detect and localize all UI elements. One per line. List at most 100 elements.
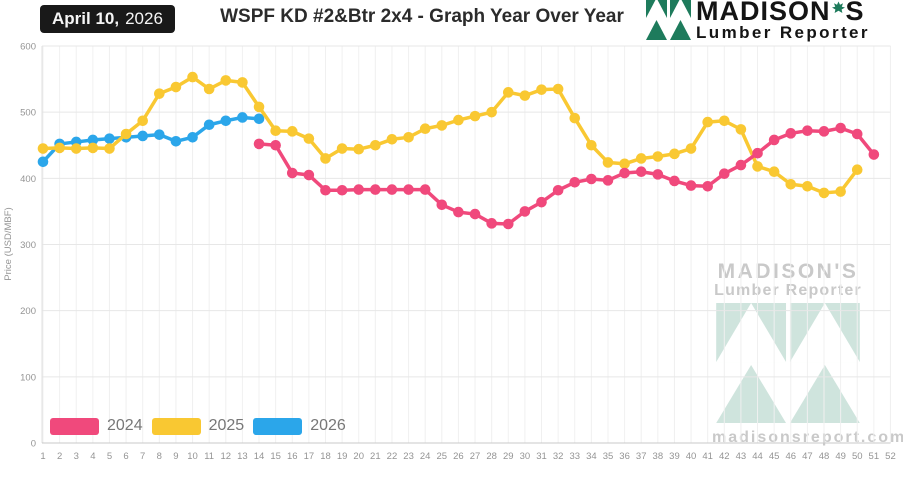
series-point-2025[interactable] bbox=[752, 161, 763, 172]
series-point-2025[interactable] bbox=[419, 123, 431, 135]
series-point-2024[interactable] bbox=[502, 218, 514, 230]
series-point-2025[interactable] bbox=[802, 180, 813, 192]
series-point-2025[interactable] bbox=[353, 143, 365, 155]
series-point-2025[interactable] bbox=[835, 186, 846, 197]
series-point-2025[interactable] bbox=[154, 88, 165, 99]
series-point-2024[interactable] bbox=[835, 122, 846, 134]
series-point-2025[interactable] bbox=[286, 126, 298, 137]
series-point-2025[interactable] bbox=[120, 128, 132, 140]
series-point-2025[interactable] bbox=[669, 148, 680, 160]
series-point-2025[interactable] bbox=[685, 143, 697, 154]
series-point-2024[interactable] bbox=[851, 128, 863, 140]
series-point-2024[interactable] bbox=[536, 196, 547, 208]
series-point-2025[interactable] bbox=[602, 157, 614, 168]
series-point-2025[interactable] bbox=[270, 125, 281, 136]
legend-swatch-2026[interactable] bbox=[253, 417, 303, 435]
series-point-2026[interactable] bbox=[104, 133, 115, 144]
series-point-2024[interactable] bbox=[336, 184, 348, 196]
series-point-2024[interactable] bbox=[802, 125, 813, 136]
series-point-2025[interactable] bbox=[37, 143, 49, 154]
series-point-2025[interactable] bbox=[253, 101, 265, 113]
series-point-2025[interactable] bbox=[735, 124, 747, 135]
series-point-2025[interactable] bbox=[486, 106, 497, 118]
series-point-2025[interactable] bbox=[170, 81, 182, 93]
series-point-2024[interactable] bbox=[702, 180, 713, 192]
series-point-2026[interactable] bbox=[203, 119, 215, 131]
series-point-2024[interactable] bbox=[453, 206, 464, 218]
series-point-2025[interactable] bbox=[403, 132, 414, 143]
legend-swatch-2025[interactable] bbox=[151, 417, 201, 435]
series-point-2026[interactable] bbox=[154, 129, 165, 140]
series-point-2026[interactable] bbox=[170, 135, 182, 147]
series-point-2025[interactable] bbox=[104, 143, 115, 154]
series-point-2024[interactable] bbox=[718, 168, 730, 180]
series-point-2024[interactable] bbox=[586, 173, 597, 185]
series-point-2024[interactable] bbox=[353, 184, 365, 195]
series-point-2025[interactable] bbox=[619, 158, 630, 170]
series-point-2024[interactable] bbox=[635, 166, 647, 178]
series-point-2025[interactable] bbox=[652, 151, 664, 162]
series-point-2024[interactable] bbox=[868, 149, 880, 160]
series-point-2024[interactable] bbox=[403, 184, 414, 195]
series-point-2024[interactable] bbox=[818, 126, 830, 137]
series-point-2024[interactable] bbox=[619, 167, 630, 179]
series-point-2025[interactable] bbox=[785, 178, 797, 190]
series-point-2024[interactable] bbox=[735, 159, 747, 171]
series-point-2024[interactable] bbox=[286, 167, 298, 179]
series-point-2024[interactable] bbox=[253, 138, 265, 150]
series-point-2025[interactable] bbox=[436, 120, 448, 131]
series-point-2025[interactable] bbox=[635, 153, 647, 164]
series-point-2024[interactable] bbox=[519, 206, 531, 217]
series-point-2025[interactable] bbox=[536, 84, 547, 95]
series-point-2024[interactable] bbox=[569, 177, 581, 188]
series-point-2025[interactable] bbox=[718, 115, 730, 127]
series-point-2026[interactable] bbox=[237, 112, 248, 123]
series-point-2024[interactable] bbox=[552, 184, 564, 196]
legend-item-2024[interactable]: 2024 bbox=[50, 417, 152, 435]
legend-item-2026[interactable]: 2026 bbox=[253, 417, 355, 435]
series-point-2026[interactable] bbox=[187, 132, 198, 143]
series-point-2025[interactable] bbox=[569, 112, 581, 124]
legend-item-2025[interactable]: 2025 bbox=[151, 417, 254, 435]
series-point-2026[interactable] bbox=[87, 134, 99, 146]
series-point-2024[interactable] bbox=[419, 184, 431, 195]
series-point-2025[interactable] bbox=[54, 142, 65, 154]
series-point-2026[interactable] bbox=[220, 115, 232, 127]
series-point-2024[interactable] bbox=[386, 184, 398, 195]
series-point-2024[interactable] bbox=[685, 180, 697, 191]
series-point-2025[interactable] bbox=[519, 90, 531, 101]
series-point-2025[interactable] bbox=[220, 75, 232, 86]
series-point-2025[interactable] bbox=[203, 83, 215, 95]
series-point-2025[interactable] bbox=[586, 139, 597, 151]
series-point-2024[interactable] bbox=[469, 208, 481, 220]
series-point-2024[interactable] bbox=[303, 169, 315, 181]
series-point-2025[interactable] bbox=[851, 164, 863, 176]
series-point-2025[interactable] bbox=[320, 153, 331, 164]
series-point-2024[interactable] bbox=[768, 134, 780, 146]
series-point-2025[interactable] bbox=[552, 83, 564, 95]
series-point-2024[interactable] bbox=[669, 175, 680, 187]
series-point-2025[interactable] bbox=[187, 71, 198, 83]
series-point-2026[interactable] bbox=[253, 113, 265, 125]
series-point-2025[interactable] bbox=[702, 116, 713, 128]
legend-swatch-2024[interactable] bbox=[50, 417, 99, 435]
series-point-2024[interactable] bbox=[270, 139, 281, 151]
series-point-2025[interactable] bbox=[87, 142, 99, 154]
series-point-2024[interactable] bbox=[486, 218, 497, 229]
series-point-2025[interactable] bbox=[502, 87, 514, 98]
series-point-2025[interactable] bbox=[237, 77, 248, 88]
series-point-2024[interactable] bbox=[602, 175, 614, 186]
series-point-2025[interactable] bbox=[768, 166, 780, 178]
series-point-2024[interactable] bbox=[785, 128, 797, 139]
series-point-2025[interactable] bbox=[386, 133, 398, 145]
series-point-2025[interactable] bbox=[370, 139, 381, 151]
series-point-2025[interactable] bbox=[137, 115, 149, 127]
series-point-2025[interactable] bbox=[70, 143, 82, 154]
series-point-2025[interactable] bbox=[303, 133, 315, 144]
series-point-2025[interactable] bbox=[336, 143, 348, 154]
series-point-2026[interactable] bbox=[137, 130, 149, 142]
series-point-2025[interactable] bbox=[818, 187, 830, 199]
series-point-2024[interactable] bbox=[752, 147, 763, 159]
series-point-2024[interactable] bbox=[436, 199, 448, 211]
